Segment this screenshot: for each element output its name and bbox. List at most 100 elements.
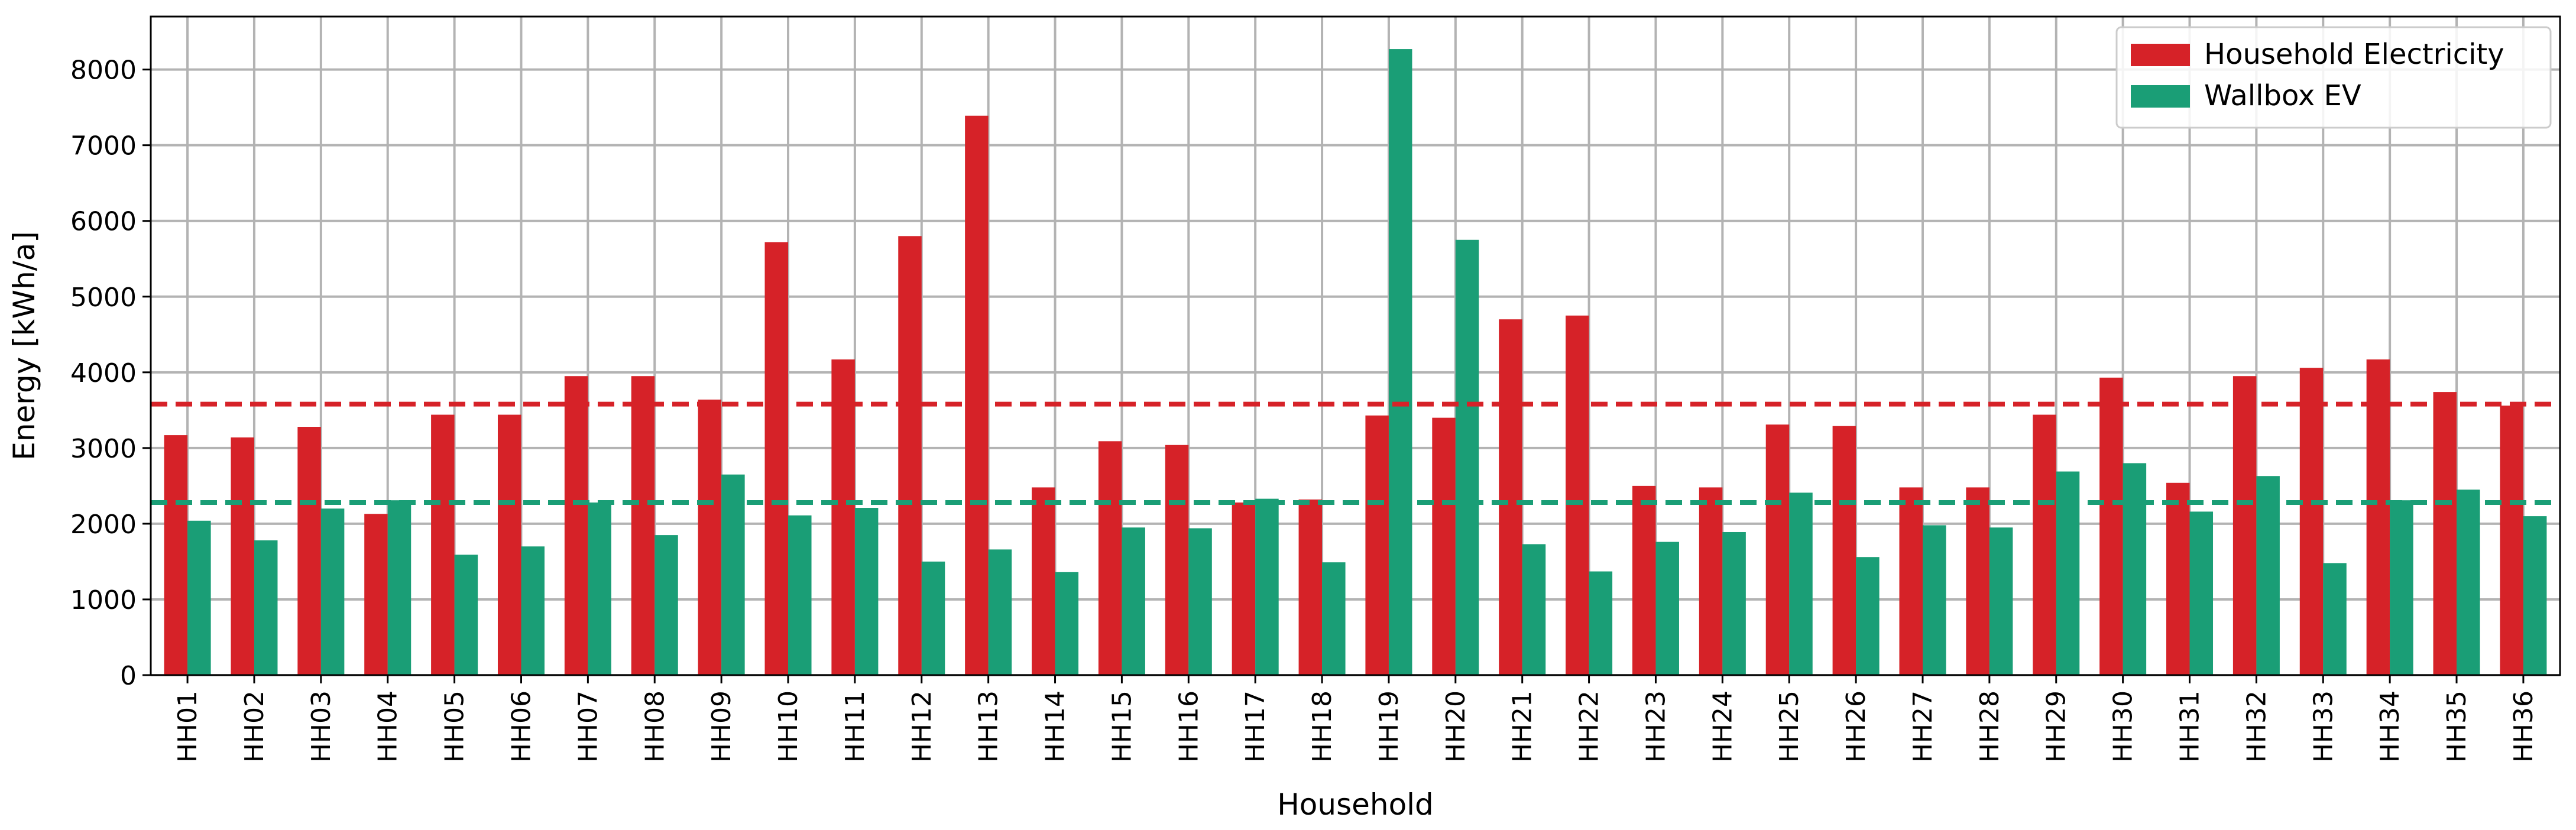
y-tick-label: 4000 [70,358,137,388]
bar-household-electricity [831,359,855,675]
bar-wallbox-ev [854,508,879,675]
legend-label-household-electricity: Household Electricity [2204,38,2504,71]
bar-wallbox-ev [2457,489,2480,675]
x-tick-label: HH07 [573,690,603,763]
x-tick-label: HH26 [1841,690,1871,763]
bar-household-electricity [1298,499,1323,675]
bar-wallbox-ev [1655,542,1679,675]
bar-wallbox-ev [2123,463,2147,675]
bar-wallbox-ev [1989,527,2013,675]
y-tick-label: 5000 [70,283,137,313]
x-tick-label: HH33 [2308,690,2338,763]
y-tick-label: 2000 [70,510,137,540]
bar-household-electricity [764,242,789,675]
bar-household-electricity [1566,315,1589,675]
bar-household-electricity [631,376,655,675]
y-tick-label: 6000 [70,207,137,237]
bar-household-electricity [1165,445,1189,675]
y-tick-label: 0 [120,661,137,691]
x-tick-label: HH31 [2175,690,2205,763]
legend-label-wallbox-ev: Wallbox EV [2204,79,2361,112]
bar-household-electricity [364,514,388,675]
bar-household-electricity [1232,502,1256,675]
x-tick-label: HH14 [1041,690,1071,763]
bar-wallbox-ev [387,500,411,675]
x-tick-label: HH34 [2375,690,2405,763]
bar-wallbox-ev [721,474,745,675]
bar-household-electricity [1032,487,1055,675]
bar-wallbox-ev [1255,498,1279,675]
bar-household-electricity [1098,441,1122,675]
x-tick-label: HH32 [2241,690,2272,763]
x-tick-label: HH06 [506,690,536,763]
bar-household-electricity [898,236,922,675]
bar-wallbox-ev [2390,500,2413,675]
y-tick-label: 1000 [70,585,137,615]
legend-swatch-wallbox-ev [2131,85,2190,108]
bar-wallbox-ev [2056,471,2080,675]
bar-wallbox-ev [2323,563,2347,675]
bar-household-electricity [297,427,321,675]
bar-household-electricity [431,414,455,675]
bar-wallbox-ev [988,549,1012,675]
bar-household-electricity [2232,376,2257,675]
bar-wallbox-ev [1388,49,1412,675]
x-tick-label: HH20 [1441,690,1471,763]
x-tick-label: HH18 [1307,690,1337,763]
x-tick-label: HH21 [1508,690,1538,763]
x-tick-label: HH35 [2442,690,2472,763]
bar-wallbox-ev [254,540,278,675]
bar-wallbox-ev [2523,516,2547,675]
bar-wallbox-ev [1722,531,1746,675]
x-tick-label: HH10 [773,690,803,763]
x-tick-label: HH16 [1174,690,1204,763]
bar-household-electricity [1365,415,1389,675]
bar-wallbox-ev [1188,528,1212,675]
bar-household-electricity [965,115,989,675]
x-tick-label: HH29 [2042,690,2072,763]
bar-household-electricity [1632,485,1656,675]
x-tick-label: HH03 [306,690,336,763]
x-tick-label: HH15 [1107,690,1137,763]
x-tick-label: HH11 [840,690,870,763]
bar-household-electricity [164,435,188,675]
bar-wallbox-ev [454,555,478,675]
bar-wallbox-ev [2256,476,2280,675]
bar-household-electricity [564,376,588,675]
bar-wallbox-ev [1856,557,1880,675]
y-tick-label: 8000 [70,56,137,86]
y-axis-ticks: 0 1000 2000 3000 4000 5000 6000 7000 8000 [70,56,151,691]
bars [164,49,2547,676]
x-tick-label: HH09 [707,690,737,763]
x-tick-label: HH23 [1641,690,1671,763]
x-tick-label: HH22 [1574,690,1605,763]
bar-wallbox-ev [1122,527,1145,675]
y-tick-label: 7000 [70,131,137,161]
x-tick-label: HH12 [907,690,937,763]
bar-household-electricity [1832,426,1856,675]
x-axis-label: Household [1277,787,1434,822]
x-tick-label: HH08 [640,690,670,763]
bar-wallbox-ev [187,520,211,675]
bar-household-electricity [2500,406,2523,675]
bar-household-electricity [1699,487,1723,675]
x-tick-label: HH27 [1908,690,1938,763]
bar-wallbox-ev [654,535,678,675]
bar-wallbox-ev [1589,571,1613,675]
bar-household-electricity [2433,392,2457,675]
x-tick-label: HH36 [2509,690,2539,763]
x-tick-label: HH28 [1975,690,2005,763]
bar-wallbox-ev [1322,562,1346,675]
bar-household-electricity [2099,377,2123,675]
x-tick-label: HH17 [1240,690,1271,763]
reference-lines [151,401,2560,505]
legend-box [2115,26,2552,129]
bar-household-electricity [2166,482,2190,675]
x-tick-label: HH02 [239,690,270,763]
bar-household-electricity [2366,359,2390,675]
bar-wallbox-ev [521,546,545,675]
bar-wallbox-ev [1922,525,1946,675]
x-tick-label: HH30 [2108,690,2138,763]
bar-wallbox-ev [1055,572,1079,675]
